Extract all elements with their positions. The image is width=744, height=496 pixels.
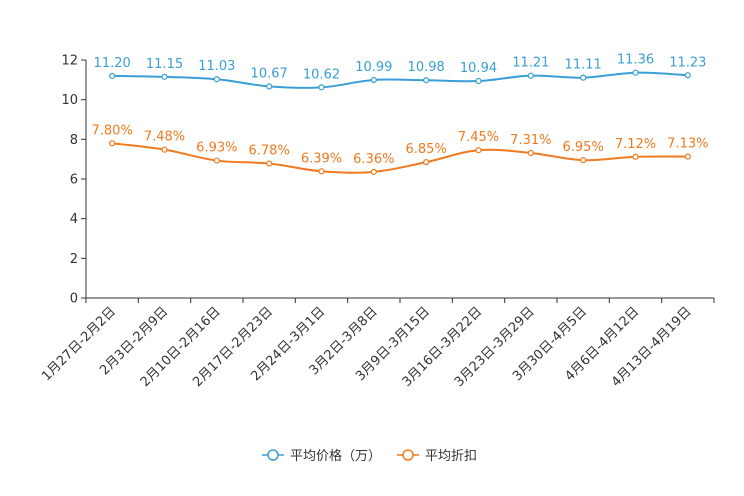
data-point (684, 72, 691, 79)
data-label: 11.36 (617, 53, 654, 68)
data-point (109, 140, 116, 147)
y-tick-label: 2 (70, 252, 78, 267)
legend-marker (402, 449, 414, 461)
data-point (318, 168, 325, 175)
data-point (580, 74, 587, 81)
data-label: 6.78% (249, 144, 290, 159)
series-line (112, 142, 688, 174)
data-label: 6.36% (353, 152, 394, 167)
series-2: 7.80% 7.48% 6.93% 6.78% 6.39% 6.36% 6.85% 7.45%… (92, 123, 708, 175)
data-point (632, 69, 639, 76)
data-point (266, 160, 273, 167)
data-point (161, 73, 168, 80)
legend-label: 平均价格（万） (290, 448, 381, 464)
legend: 平均价格（万） 平均折扣 (262, 448, 477, 464)
legend-marker (267, 449, 279, 461)
data-label: 7.48% (144, 130, 185, 145)
data-label: 11.20 (94, 56, 131, 71)
data-label: 11.23 (669, 55, 706, 70)
data-point (527, 72, 534, 79)
data-point (161, 146, 168, 153)
series-line (112, 71, 688, 89)
data-point (213, 157, 220, 164)
data-label: 11.21 (512, 56, 549, 71)
data-label: 7.45% (458, 130, 499, 145)
data-label: 7.80% (92, 123, 133, 138)
y-tick-label: 10 (61, 93, 78, 108)
data-point (213, 76, 220, 83)
y-tick-label: 6 (70, 173, 78, 188)
data-point (266, 83, 273, 90)
data-point (423, 159, 430, 166)
data-point (684, 153, 691, 160)
series-layer: 11.20 11.15 11.03 10.67 10.62 10.99 10.98 10.94… (92, 53, 708, 175)
legend-item-1: 平均价格（万） (262, 448, 381, 464)
data-point (370, 76, 377, 84)
data-point (475, 77, 482, 85)
data-label: 6.39% (301, 151, 342, 166)
data-point (318, 84, 325, 91)
data-label: 11.03 (198, 59, 235, 74)
data-label: 6.85% (406, 142, 447, 157)
data-label: 10.67 (251, 66, 288, 81)
y-tick-label: 4 (70, 212, 78, 227)
data-label: 10.99 (355, 60, 392, 75)
data-label: 6.95% (563, 140, 604, 155)
axes: 0246810121月27日-2月2日2月3日-2月9日2月10日-2月16日2… (39, 54, 715, 390)
data-point (423, 77, 430, 84)
data-label: 10.98 (408, 60, 445, 75)
data-label: 10.62 (303, 67, 340, 82)
data-point (475, 147, 482, 154)
data-point (370, 168, 377, 175)
data-label: 7.12% (615, 137, 656, 152)
data-label: 7.31% (510, 133, 551, 148)
legend-item-2: 平均折扣 (397, 449, 477, 464)
data-point (632, 153, 639, 160)
y-tick-label: 12 (61, 54, 78, 69)
data-label: 10.94 (460, 61, 497, 76)
legend-label: 平均折扣 (425, 449, 477, 464)
y-tick-label: 0 (70, 292, 78, 307)
data-label: 11.15 (146, 57, 183, 72)
data-label: 6.93% (196, 141, 237, 156)
data-label: 7.13% (667, 137, 708, 152)
y-tick-label: 8 (70, 133, 78, 148)
data-point (527, 149, 534, 157)
series-1: 11.20 11.15 11.03 10.67 10.62 10.99 10.98 10.94… (94, 53, 706, 91)
data-point (109, 72, 116, 79)
data-point (580, 157, 587, 164)
data-label: 11.11 (565, 58, 602, 73)
